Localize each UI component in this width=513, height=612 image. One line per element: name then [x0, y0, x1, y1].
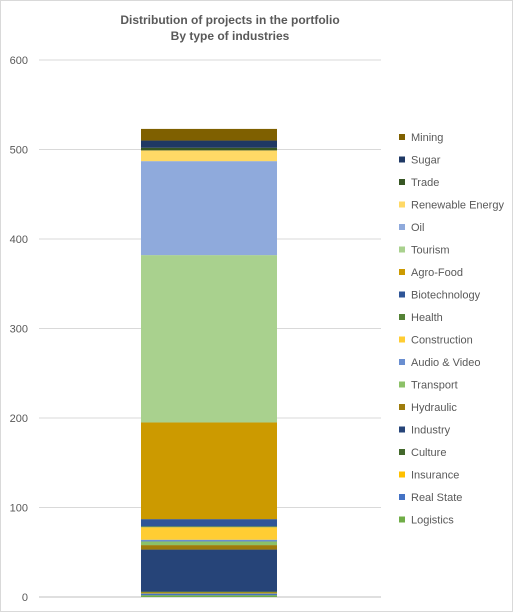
bar-segment — [141, 128, 277, 141]
legend-swatch — [399, 246, 405, 253]
bar-segments — [141, 128, 277, 597]
chart-title: Distribution of projects in the portfoli… — [120, 13, 339, 27]
legend-label: Industry — [411, 425, 451, 437]
legend-label: Oil — [411, 222, 424, 234]
y-tick-label: 200 — [10, 413, 28, 425]
bar-segment — [141, 593, 277, 596]
legend-label: Hydraulic — [411, 402, 457, 414]
legend-swatch — [399, 134, 405, 140]
bar-segment — [141, 526, 277, 528]
bar-segment — [141, 422, 277, 520]
legend-label: Sugar — [411, 155, 441, 167]
bar-segment — [141, 255, 277, 423]
chart-subtitle: By type of industries — [171, 29, 290, 43]
y-tick-label: 100 — [10, 503, 28, 515]
bar-segment — [141, 592, 277, 594]
legend-label: Renewable Energy — [411, 200, 504, 212]
legend-label: Real State — [411, 492, 462, 504]
y-tick-label: 0 — [22, 592, 28, 604]
legend-swatch — [399, 471, 405, 478]
bar-segment — [141, 541, 277, 546]
y-axis: 0 100 200 300 400 500 600 — [10, 55, 28, 604]
legend-label: Biotechnology — [411, 290, 481, 302]
bar-segment — [141, 147, 277, 151]
legend-label: Transport — [411, 380, 458, 392]
legend-label: Agro-Food — [411, 267, 463, 279]
bar-segment — [141, 161, 277, 256]
legend-swatch — [399, 201, 405, 208]
y-tick-label: 400 — [10, 234, 28, 246]
bar-segment — [141, 591, 277, 593]
y-tick-label: 300 — [10, 324, 28, 336]
bar-segment — [141, 140, 277, 148]
bar-segment — [141, 539, 277, 542]
legend-swatch — [399, 156, 405, 163]
legend-label: Audio & Video — [411, 357, 481, 369]
legend-swatch — [399, 314, 405, 320]
bar-segment — [141, 595, 277, 597]
legend-swatch — [399, 381, 405, 388]
legend: Mining Sugar Trade Renewable Energy Oil Touri… — [399, 132, 504, 527]
legend-label: Culture — [411, 447, 446, 459]
legend-swatch — [399, 224, 405, 230]
bar-segment — [141, 549, 277, 592]
legend-label: Logistics — [411, 515, 454, 527]
legend-swatch — [399, 179, 405, 185]
legend-label: Mining — [411, 132, 443, 144]
legend-swatch — [399, 359, 405, 365]
legend-swatch — [399, 269, 405, 275]
legend-swatch — [399, 291, 405, 298]
bar-segment — [141, 527, 277, 540]
legend-swatch — [399, 336, 405, 343]
y-tick-label: 500 — [10, 145, 28, 157]
legend-label: Health — [411, 312, 443, 324]
legend-label: Tourism — [411, 245, 450, 257]
legend-swatch — [399, 494, 405, 500]
y-tick-label: 600 — [10, 55, 28, 67]
bar-segment — [141, 519, 277, 527]
legend-swatch — [399, 516, 405, 523]
legend-swatch — [399, 426, 405, 433]
bar-segment — [141, 545, 277, 550]
legend-label: Trade — [411, 177, 439, 189]
legend-label: Insurance — [411, 470, 459, 482]
legend-label: Construction — [411, 335, 473, 347]
legend-swatch — [399, 404, 405, 410]
bar-segment — [141, 150, 277, 162]
legend-swatch — [399, 449, 405, 455]
